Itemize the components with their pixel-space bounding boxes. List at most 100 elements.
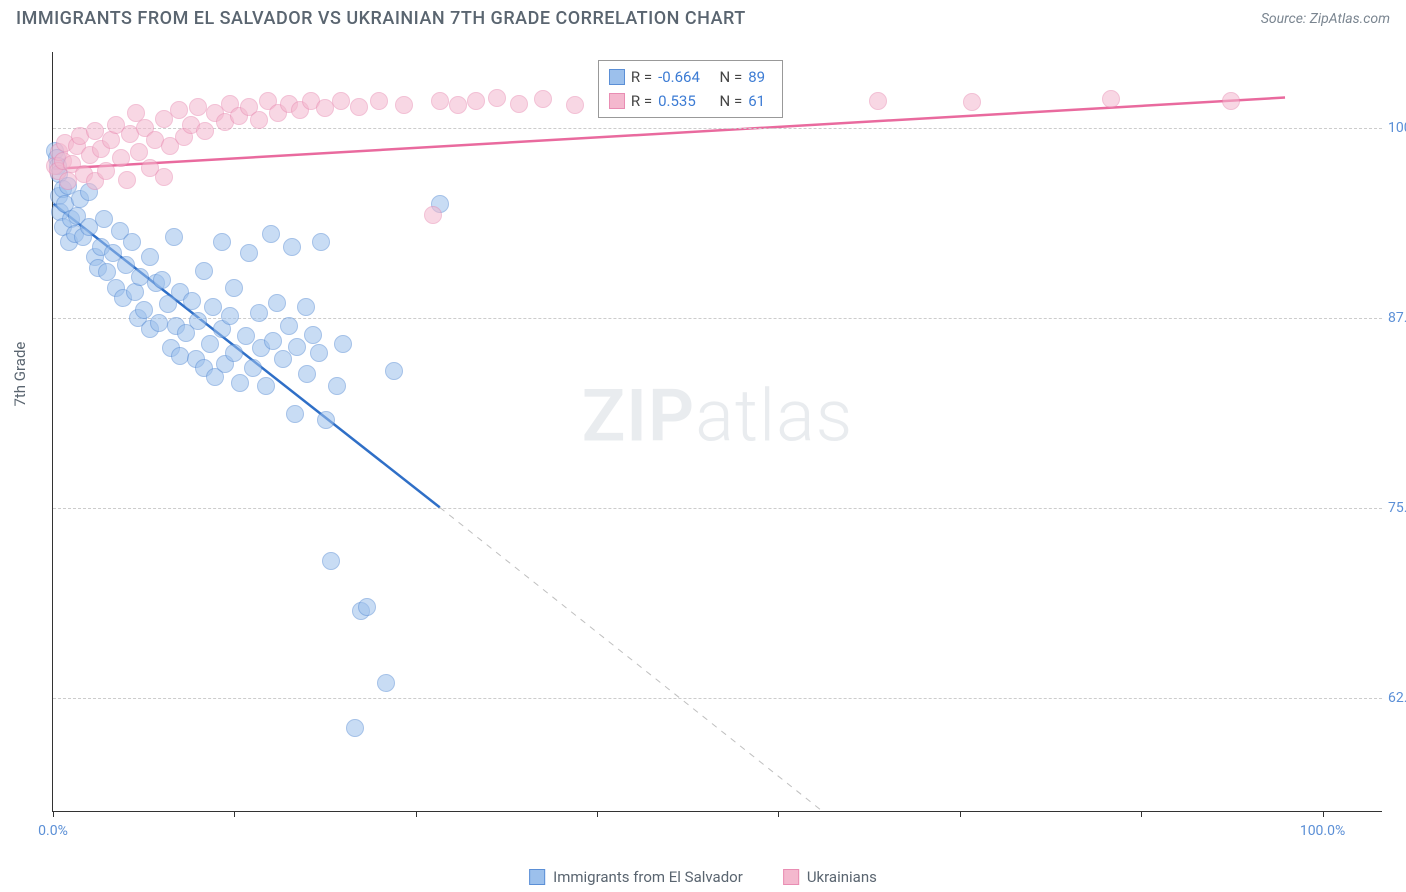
scatter-point xyxy=(213,233,231,251)
legend-label: Ukrainians xyxy=(807,868,877,886)
trend-line-extrapolated xyxy=(440,507,899,811)
scatter-point xyxy=(141,248,159,266)
stats-row: R = 0.535 N = 61 xyxy=(609,89,772,113)
scatter-point xyxy=(135,301,153,319)
scatter-point xyxy=(268,294,286,312)
scatter-point xyxy=(59,172,77,190)
scatter-point xyxy=(225,279,243,297)
chart-source: Source: ZipAtlas.com xyxy=(1261,11,1390,27)
scatter-point xyxy=(395,96,413,114)
scatter-point xyxy=(431,92,449,110)
scatter-point xyxy=(510,95,528,113)
xtick xyxy=(416,811,417,817)
scatter-point xyxy=(274,350,292,368)
stats-n-value: 89 xyxy=(748,65,772,89)
scatter-point xyxy=(297,298,315,316)
chart-header: IMMIGRANTS FROM EL SALVADOR VS UKRAINIAN… xyxy=(0,0,1406,33)
scatter-point xyxy=(196,122,214,140)
watermark-part1: ZIP xyxy=(582,374,695,459)
scatter-point xyxy=(467,92,485,110)
scatter-point xyxy=(231,374,249,392)
legend-bottom: Immigrants from El Salvador Ukrainians xyxy=(529,868,877,886)
legend-swatch xyxy=(529,869,545,885)
stats-r-label: R = xyxy=(631,65,652,89)
scatter-point xyxy=(250,304,268,322)
stats-n-value: 61 xyxy=(748,89,772,113)
scatter-point xyxy=(112,149,130,167)
y-axis-label: 7th Grade xyxy=(11,342,29,407)
scatter-point xyxy=(286,405,304,423)
stats-n-label: N = xyxy=(712,89,742,113)
chart-title: IMMIGRANTS FROM EL SALVADOR VS UKRAINIAN… xyxy=(16,8,746,29)
scatter-point xyxy=(424,206,442,224)
scatter-point xyxy=(298,365,316,383)
xtick xyxy=(1141,811,1142,817)
scatter-point xyxy=(385,362,403,380)
legend-swatch xyxy=(783,869,799,885)
scatter-point xyxy=(97,162,115,180)
gridline-h xyxy=(53,508,1382,509)
scatter-point xyxy=(1102,90,1120,108)
scatter-point xyxy=(240,244,258,262)
scatter-point xyxy=(304,326,322,344)
scatter-point xyxy=(869,92,887,110)
scatter-point xyxy=(264,332,282,350)
scatter-point xyxy=(155,168,173,186)
scatter-point xyxy=(328,377,346,395)
xtick xyxy=(597,811,598,817)
scatter-point xyxy=(358,598,376,616)
scatter-point xyxy=(283,238,301,256)
stats-swatch xyxy=(609,69,625,85)
scatter-point xyxy=(317,411,335,429)
xtick xyxy=(960,811,961,817)
stats-swatch xyxy=(609,93,625,109)
legend-item: Immigrants from El Salvador xyxy=(529,868,743,886)
scatter-point xyxy=(250,111,268,129)
scatter-point xyxy=(165,228,183,246)
gridline-h xyxy=(53,698,1382,699)
stats-r-value: 0.535 xyxy=(658,89,706,113)
scatter-point xyxy=(221,307,239,325)
scatter-point xyxy=(332,92,350,110)
scatter-point xyxy=(225,344,243,362)
scatter-point xyxy=(288,338,306,356)
scatter-point xyxy=(189,98,207,116)
scatter-point xyxy=(189,312,207,330)
scatter-point xyxy=(244,359,262,377)
stats-row: R = -0.664 N = 89 xyxy=(609,65,772,89)
scatter-point xyxy=(195,262,213,280)
stats-n-label: N = xyxy=(712,65,742,89)
scatter-point xyxy=(377,674,395,692)
scatter-point xyxy=(102,131,120,149)
scatter-point xyxy=(183,292,201,310)
ytick-label: 62.5% xyxy=(1388,690,1406,706)
scatter-point xyxy=(126,283,144,301)
scatter-point xyxy=(566,96,584,114)
scatter-point xyxy=(123,233,141,251)
xtick-label: 100.0% xyxy=(1300,823,1345,839)
scatter-point xyxy=(334,335,352,353)
scatter-point xyxy=(963,93,981,111)
scatter-point xyxy=(201,335,219,353)
scatter-point xyxy=(150,314,168,332)
scatter-point xyxy=(204,298,222,316)
scatter-point xyxy=(262,225,280,243)
scatter-point xyxy=(310,344,328,362)
legend-item: Ukrainians xyxy=(783,868,877,886)
scatter-point xyxy=(280,317,298,335)
scatter-point xyxy=(153,271,171,289)
scatter-point xyxy=(346,719,364,737)
scatter-point xyxy=(170,101,188,119)
scatter-point xyxy=(95,210,113,228)
watermark: ZIPatlas xyxy=(582,374,854,459)
xtick xyxy=(53,811,54,817)
scatter-point xyxy=(488,89,506,107)
scatter-point xyxy=(257,377,275,395)
watermark-part2: atlas xyxy=(695,374,853,459)
chart-plot-area: ZIPatlas R = -0.664 N = 89R = 0.535 N = … xyxy=(52,52,1382,812)
legend-label: Immigrants from El Salvador xyxy=(553,868,743,886)
stats-r-label: R = xyxy=(631,89,652,113)
scatter-point xyxy=(118,171,136,189)
ytick-label: 75.0% xyxy=(1388,500,1406,516)
scatter-point xyxy=(534,90,552,108)
